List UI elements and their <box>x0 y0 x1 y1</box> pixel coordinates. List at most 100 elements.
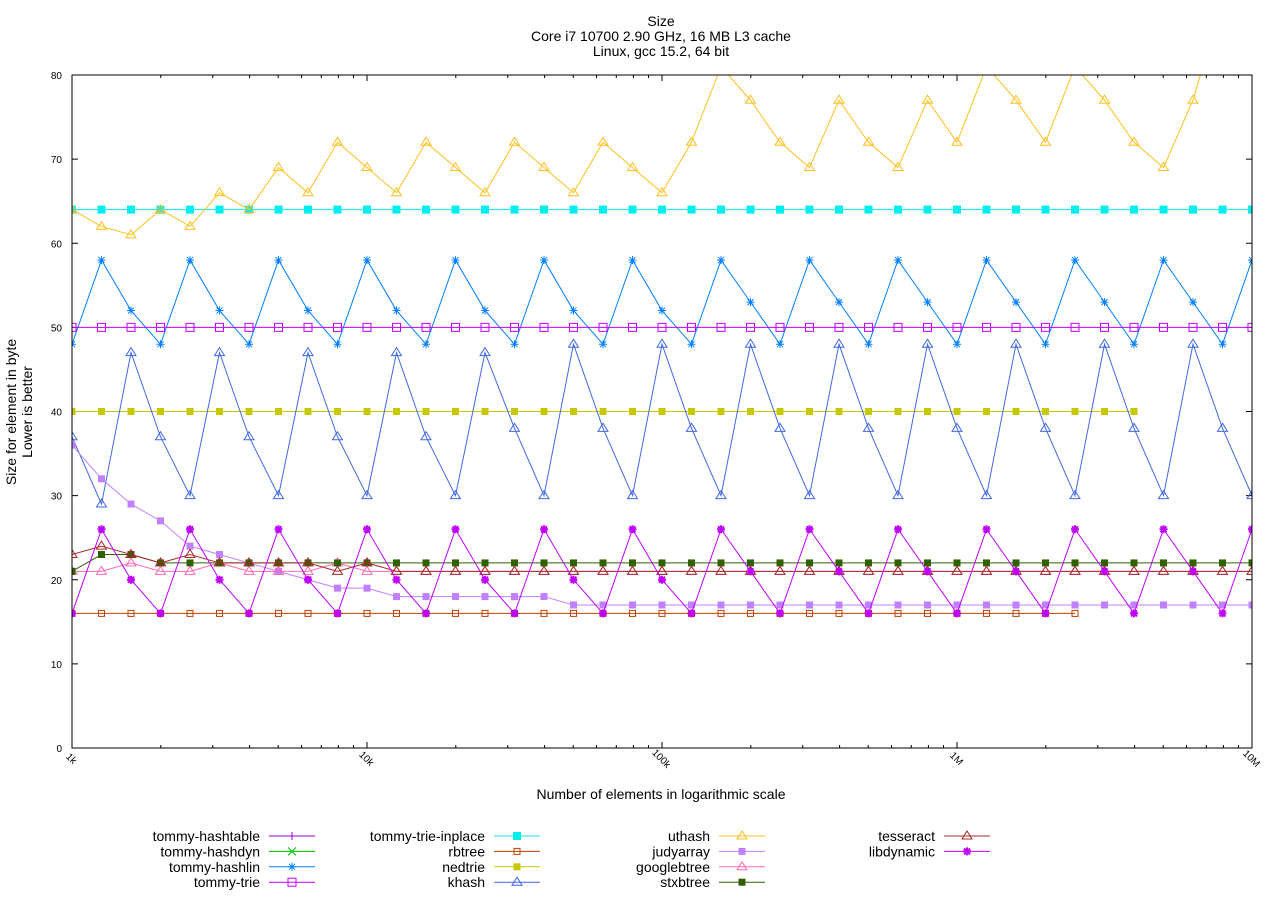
rbtree-point <box>186 609 194 617</box>
tommy-trie-point <box>716 322 726 332</box>
judyarray-point <box>865 601 872 609</box>
tommy-hashlin-point <box>510 340 519 349</box>
tommy-hashlin-point <box>923 298 932 307</box>
nedtrie-point <box>186 408 194 415</box>
judyarray-point <box>157 517 164 525</box>
libdynamic-point <box>1100 567 1109 576</box>
x-tick-label: 100k <box>649 748 673 772</box>
libdynamic-point <box>186 525 194 534</box>
stxbtree-point <box>983 559 990 567</box>
judyarray-point <box>334 584 341 592</box>
stxbtree-point <box>1248 559 1252 567</box>
khash-point <box>744 338 757 348</box>
khash-point <box>685 422 698 432</box>
legend-marker <box>738 847 746 855</box>
judyarray-point <box>1248 601 1252 609</box>
legend-entry-tommy-hashtable: tommy-hashtable <box>153 828 315 844</box>
stxbtree-point <box>865 559 872 567</box>
title-line-1: Size <box>647 13 674 29</box>
khash-point <box>420 430 432 441</box>
khash-point <box>184 489 196 500</box>
googlebtree-point <box>1039 565 1052 575</box>
uthash-point <box>72 203 78 214</box>
googlebtree-point <box>803 565 816 575</box>
rbtree-point <box>98 609 105 617</box>
tommy-hashlin-point <box>422 340 430 349</box>
googlebtree-point <box>508 565 521 575</box>
legend-entry-uthash: uthash <box>668 828 765 844</box>
tommy-trie-point <box>1188 322 1198 332</box>
nedtrie-point <box>245 408 253 415</box>
khash-point <box>272 489 285 500</box>
legend-entry-khash: khash <box>448 874 540 890</box>
nedtrie-point <box>157 408 164 415</box>
uthash-point <box>125 228 137 239</box>
rbtree-point <box>806 609 813 617</box>
legend-marker <box>513 847 521 855</box>
y-tick-label: 80 <box>51 71 63 82</box>
tesseract-point <box>862 565 875 575</box>
y-tick-label: 10 <box>51 660 63 671</box>
judyarray-point <box>511 593 518 601</box>
tommy-trie-point <box>834 322 844 332</box>
y-axis-label: Size for element in byte Lower is better <box>3 339 35 486</box>
stxbtree-point <box>894 559 902 567</box>
khash-point <box>1246 489 1252 500</box>
tommy-trie-point <box>274 322 283 332</box>
libdynamic-point <box>510 609 519 618</box>
khash-point <box>302 346 314 357</box>
legend-label: tommy-hashdyn <box>160 843 260 859</box>
nedtrie-point <box>481 408 489 415</box>
tommy-trie-inplace-point <box>1012 205 1020 214</box>
tommy-trie-inplace-point <box>1218 205 1227 214</box>
legend-entry-tommy-trie: tommy-trie <box>194 874 315 890</box>
googlebtree-point <box>361 565 373 575</box>
judyarray-point <box>776 601 784 609</box>
nedtrie-point <box>953 408 961 415</box>
legend-label: rbtree <box>448 843 485 859</box>
judyarray-point <box>1042 601 1049 609</box>
stxbtree-point <box>98 551 105 559</box>
rbtree-point <box>481 609 489 617</box>
legend-entry-nedtrie: nedtrie <box>442 859 540 875</box>
googlebtree-point <box>715 565 727 575</box>
legend-marker <box>513 863 521 871</box>
uthash-point <box>272 161 285 172</box>
libdynamic-point <box>304 575 312 584</box>
nedtrie-point <box>1042 408 1049 415</box>
tesseract-point <box>184 548 196 559</box>
libdynamic-point <box>687 609 696 618</box>
tesseract-point <box>479 565 491 575</box>
tommy-trie-point <box>1129 322 1139 332</box>
uthash-point <box>361 161 373 172</box>
tommy-hashlin-point <box>156 340 165 349</box>
tommy-trie-point <box>333 322 342 332</box>
tommy-trie-point <box>72 322 77 332</box>
googlebtree-point <box>892 565 904 575</box>
stxbtree-point <box>334 559 341 567</box>
libdynamic-point <box>746 567 755 576</box>
legend-entry-tommy-hashlin: tommy-hashlin <box>169 859 315 875</box>
googlebtree-point <box>302 565 314 575</box>
legend-entry-googlebtree: googlebtree <box>636 859 765 875</box>
legend-label: libdynamic <box>869 843 935 859</box>
tesseract-point <box>243 556 255 567</box>
nedtrie-point <box>1012 408 1020 415</box>
uthash-point <box>716 62 726 70</box>
legend-label: googlebtree <box>636 859 710 875</box>
tesseract-point <box>538 565 550 575</box>
tommy-trie-inplace-point <box>540 205 548 214</box>
nedtrie-point <box>1101 408 1108 415</box>
libdynamic-point <box>451 525 460 534</box>
judyarray-point <box>98 475 105 483</box>
nedtrie-point <box>570 408 577 415</box>
rbtree-point <box>924 609 931 617</box>
y-axis-label-line-2: Lower is better <box>19 366 35 458</box>
tommy-trie-point <box>952 322 962 332</box>
y-tick-label: 20 <box>51 576 63 587</box>
legend-marker <box>288 832 296 840</box>
uthash-point <box>95 220 108 230</box>
nedtrie-point <box>658 408 666 415</box>
judyarray-point <box>806 601 813 609</box>
stxbtree-point <box>1130 559 1138 567</box>
